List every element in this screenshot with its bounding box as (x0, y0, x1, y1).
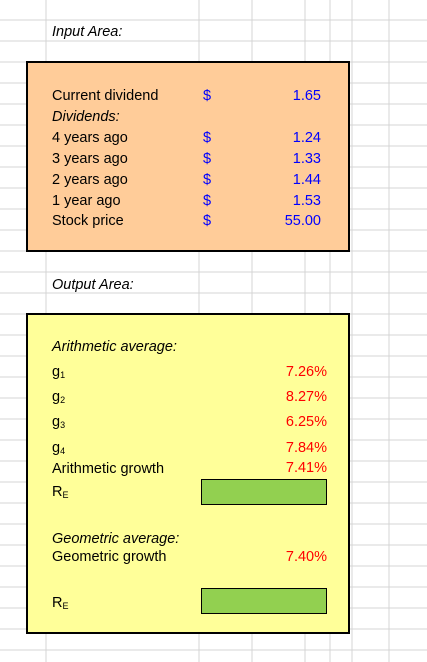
input-label: Stock price (52, 213, 124, 229)
input-label: Current dividend (52, 88, 159, 104)
dollar-sign: $ (203, 193, 212, 209)
geometric-growth-value: 7.40% (285, 549, 327, 565)
growth-label: g1 (52, 364, 66, 380)
dollar-sign: $ (203, 151, 212, 167)
input-label: Dividends: (52, 109, 120, 125)
input-value: 1.53 (292, 193, 321, 209)
input-value: 1.65 (292, 88, 321, 104)
input-label: 2 years ago (52, 172, 128, 188)
dollar-sign: $ (203, 130, 212, 146)
growth-label: g4 (52, 440, 66, 456)
growth-value: 7.26% (285, 364, 327, 380)
growth-label: g2 (52, 389, 66, 405)
input-label: 3 years ago (52, 151, 128, 167)
input-value: 1.44 (292, 172, 321, 188)
re-arithmetic-answer-cell[interactable] (201, 479, 327, 505)
growth-label: g3 (52, 414, 66, 430)
arithmetic-average-heading: Arithmetic average: (52, 339, 177, 355)
dollar-sign: $ (203, 172, 212, 188)
dollar-sign: $ (203, 88, 212, 104)
re-label: RE (52, 595, 69, 611)
growth-value: 8.27% (285, 389, 327, 405)
output-area-box (26, 313, 350, 634)
input-label: 1 year ago (52, 193, 121, 209)
geometric-growth-label: Geometric growth (52, 549, 167, 565)
re-label: RE (52, 484, 69, 500)
input-value: 1.24 (292, 130, 321, 146)
input-value: 55.00 (284, 213, 321, 229)
dollar-sign: $ (203, 213, 212, 229)
geometric-average-heading: Geometric average: (52, 531, 180, 547)
arithmetic-growth-value: 7.41% (285, 460, 327, 476)
input-value: 1.33 (292, 151, 321, 167)
input-area-heading: Input Area: (52, 24, 123, 40)
growth-value: 6.25% (285, 414, 327, 430)
arithmetic-growth-label: Arithmetic growth (52, 461, 165, 477)
re-geometric-answer-cell[interactable] (201, 588, 327, 614)
output-area-heading: Output Area: (52, 277, 134, 293)
input-label: 4 years ago (52, 130, 128, 146)
growth-value: 7.84% (285, 440, 327, 456)
input-area-box (26, 61, 350, 252)
